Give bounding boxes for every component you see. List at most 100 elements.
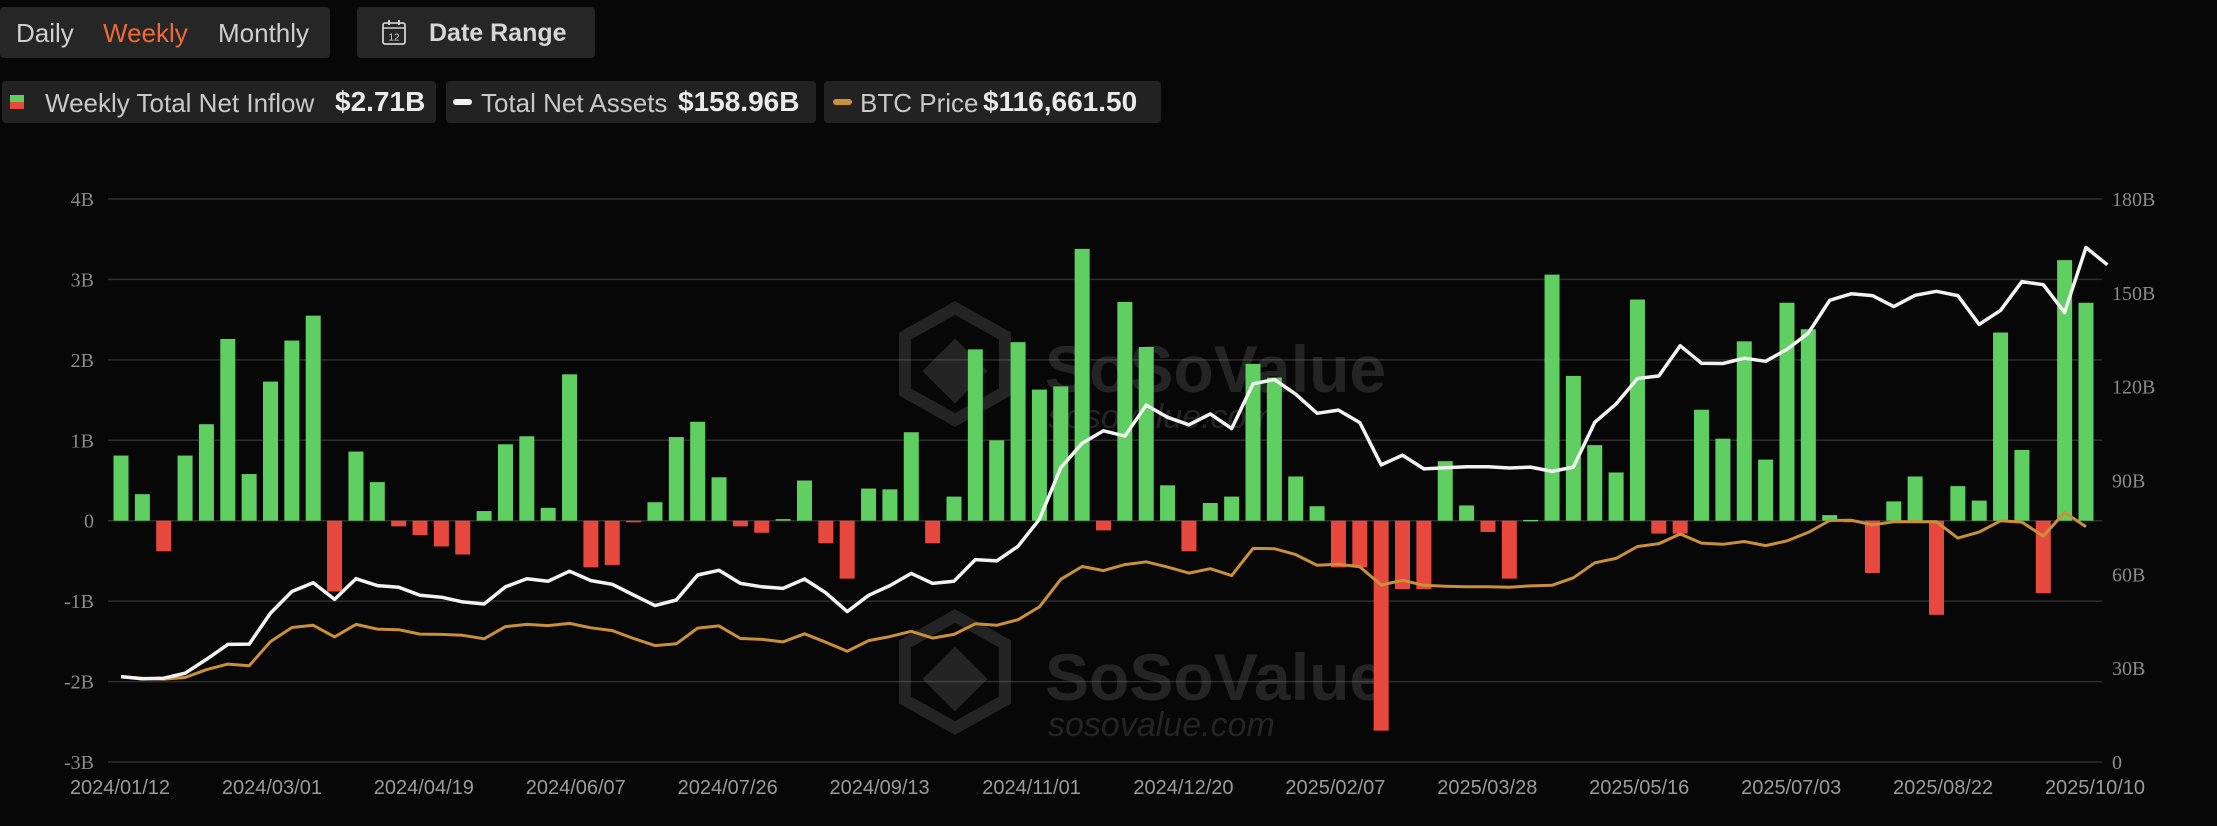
legend-assets-value: $158.96B xyxy=(678,86,800,117)
inflow-bar xyxy=(1736,341,1752,521)
y-right-tick-label: 180B xyxy=(2112,189,2155,211)
inflow-bar xyxy=(241,474,257,521)
legend-btc-label: BTC Price xyxy=(860,88,979,118)
inflow-bar xyxy=(1074,248,1090,521)
inflow-bar xyxy=(433,520,449,547)
inflow-bar xyxy=(177,455,193,521)
inflow-bar xyxy=(1864,520,1880,573)
inflow-bar xyxy=(626,520,642,523)
watermark-site: sosovalue.com xyxy=(1048,706,1275,744)
x-tick-label: 2025/03/28 xyxy=(1437,777,1537,799)
y-right-tick-label: 150B xyxy=(2112,283,2155,305)
inflow-bar xyxy=(2057,260,2073,521)
inflow-bar xyxy=(1822,515,1838,521)
inflow-bar xyxy=(113,455,129,521)
inflow-bar xyxy=(369,482,385,521)
watermark: SoSoValuesosovalue.comSoSoValuesosovalue… xyxy=(899,301,1386,744)
btc-price-line xyxy=(120,510,2087,681)
y-right-tick-label: 0 xyxy=(2112,752,2122,774)
inflow-bar xyxy=(839,520,855,579)
inflow-bar xyxy=(818,520,834,544)
inflow-bar xyxy=(1672,520,1688,534)
y-right-tick-label: 90B xyxy=(2112,471,2145,493)
inflow-bar xyxy=(1437,461,1453,521)
inflow-bar xyxy=(476,511,492,521)
inflow-bar xyxy=(796,480,812,521)
inflow-bar xyxy=(1395,520,1411,590)
inflow-bar xyxy=(711,477,727,521)
inflow-bar xyxy=(732,520,748,527)
period-weekly[interactable]: Weekly xyxy=(103,18,188,48)
inflow-bar xyxy=(882,489,898,521)
inflow-bar xyxy=(1096,520,1111,531)
x-tick-label: 2025/02/07 xyxy=(1285,777,1385,799)
inflow-bar xyxy=(1907,476,1923,521)
axis-labels: 4B 3B 2B 1B 0 -1B -2B -3B 180B 150B 120B 90B 60B 30B 0… xyxy=(64,189,2155,799)
bar-color-swatch-icon xyxy=(10,95,24,109)
date-range-label: Date Range xyxy=(429,19,567,47)
inflow-bar xyxy=(2035,520,2051,594)
inflow-bar xyxy=(1758,459,1774,521)
inflow-bar xyxy=(989,440,1005,521)
inflow-bar xyxy=(2078,302,2094,521)
inflow-bar xyxy=(754,520,770,533)
inflow-bar xyxy=(1202,503,1218,521)
y-left-tick-label: 3B xyxy=(71,269,94,291)
inflow-bar xyxy=(540,507,556,521)
inflow-bars xyxy=(113,248,2094,731)
inflow-bar xyxy=(1373,520,1389,731)
inflow-bar xyxy=(1330,520,1346,568)
inflow-bar xyxy=(1993,332,2009,521)
inflow-bar xyxy=(1138,346,1154,521)
inflow-bar xyxy=(2014,449,2030,521)
watermark-brand: SoSoValue xyxy=(1045,332,1386,406)
inflow-bar xyxy=(861,488,877,521)
legend-assets-label: Total Net Assets xyxy=(481,88,668,118)
x-tick-label: 2024/06/07 xyxy=(526,777,626,799)
inflow-bar xyxy=(775,519,791,521)
legend-assets[interactable]: Total Net Assets $158.96B xyxy=(446,81,816,123)
inflow-bar xyxy=(583,520,599,568)
inflow-bar xyxy=(455,520,471,555)
inflow-bar xyxy=(668,437,684,521)
inflow-bar xyxy=(1928,520,1944,615)
inflow-bar xyxy=(946,496,962,521)
inflow-bar xyxy=(305,315,321,521)
inflow-bar xyxy=(1010,342,1026,521)
inflow-bar xyxy=(1886,501,1902,521)
inflow-bar xyxy=(1694,409,1710,521)
x-tick-label: 2024/03/01 xyxy=(222,777,322,799)
y-left-tick-label: 4B xyxy=(71,189,94,211)
period-daily[interactable]: Daily xyxy=(16,18,74,48)
inflow-bar xyxy=(1352,520,1368,568)
inflow-bar xyxy=(1544,274,1560,521)
inflow-bar xyxy=(1715,438,1731,521)
total-net-assets-line xyxy=(120,245,2109,681)
series-lines xyxy=(120,245,2109,681)
period-selector: Daily Weekly Monthly xyxy=(0,7,330,58)
date-range-button[interactable]: 12 Date Range xyxy=(357,7,595,58)
legend-inflow[interactable]: Weekly Total Net Inflow $2.71B xyxy=(2,81,436,123)
inflow-bar xyxy=(1053,386,1069,521)
x-tick-label: 2024/01/12 xyxy=(70,777,170,799)
inflow-bar xyxy=(1160,485,1176,521)
legend-inflow-label: Weekly Total Net Inflow xyxy=(45,88,315,118)
inflow-bar xyxy=(348,451,364,521)
inflow-bar xyxy=(1523,519,1539,522)
sosovalue-logo-icon xyxy=(899,301,1011,427)
x-tick-label: 2024/11/01 xyxy=(982,777,1081,799)
inflow-bar xyxy=(1288,476,1304,521)
period-monthly[interactable]: Monthly xyxy=(218,18,310,48)
inflow-bar xyxy=(134,494,150,521)
inflow-bar xyxy=(1459,505,1475,521)
inflow-bar xyxy=(967,349,983,521)
legend-btc[interactable]: BTC Price $116,661.50 xyxy=(824,81,1161,123)
inflow-bar xyxy=(925,520,941,544)
inflow-bar xyxy=(1224,496,1240,521)
x-tick-label: 2025/08/22 xyxy=(1893,777,1993,799)
inflow-bar xyxy=(1031,389,1047,521)
legend-btc-value: $116,661.50 xyxy=(983,86,1138,117)
inflow-bar xyxy=(647,502,663,521)
inflow-bar xyxy=(263,381,279,521)
